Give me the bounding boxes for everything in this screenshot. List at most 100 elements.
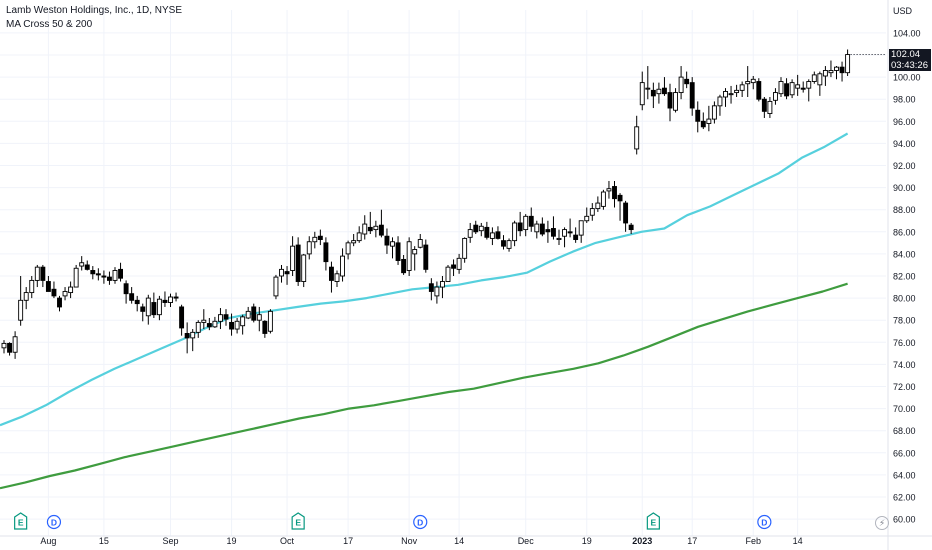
- candle: [345, 240, 351, 260]
- candle-body: [595, 202, 601, 210]
- candle: [256, 306, 262, 332]
- candle-body: [773, 92, 778, 101]
- dividend-icon: [413, 514, 428, 530]
- candle-body: [334, 273, 340, 282]
- candle-body: [212, 320, 218, 328]
- earnings-marker[interactable]: E: [14, 512, 28, 530]
- candle: [534, 220, 540, 239]
- candle: [240, 314, 246, 335]
- candle-body: [695, 109, 701, 122]
- candle-body: [745, 81, 751, 85]
- candle-body: [612, 186, 617, 200]
- candle-body: [689, 82, 695, 109]
- candle-body: [589, 208, 595, 216]
- candle: [162, 291, 168, 307]
- earnings-marker[interactable]: E: [646, 512, 660, 530]
- price-axis[interactable]: 60.00 62.00 64.00 66.00 68.00 70.00 72.00 74.00…: [887, 0, 921, 550]
- candle: [190, 329, 196, 352]
- candle-body: [151, 302, 157, 316]
- candle: [645, 66, 651, 100]
- candle: [118, 262, 124, 282]
- candle-body: [351, 240, 357, 244]
- candle: [212, 316, 218, 328]
- price-tick-label: 74.00: [893, 360, 916, 370]
- candle-body: [440, 281, 445, 288]
- candle-body: [600, 191, 606, 207]
- lightning-icon[interactable]: ⚡: [875, 516, 889, 530]
- candle: [317, 229, 323, 246]
- candle: [656, 82, 662, 104]
- candle: [401, 255, 407, 275]
- candle-body: [817, 73, 823, 86]
- candle: [517, 211, 523, 237]
- candle-body: [628, 224, 634, 231]
- candle-body: [18, 299, 24, 321]
- candle-body: [406, 241, 412, 271]
- candle: [806, 79, 812, 102]
- candle-body: [312, 236, 318, 243]
- dividend-marker[interactable]: D: [413, 514, 428, 530]
- candle: [90, 266, 96, 280]
- dividend-marker[interactable]: D: [46, 514, 62, 530]
- candle-body: [367, 226, 373, 232]
- candle: [539, 217, 545, 237]
- candle: [484, 221, 490, 240]
- candle: [545, 220, 551, 243]
- candle-body: [206, 323, 212, 328]
- dividend-marker[interactable]: D: [757, 514, 772, 530]
- candle-body: [806, 81, 812, 89]
- earnings-icon: [14, 512, 28, 530]
- earnings-marker[interactable]: E: [291, 512, 305, 530]
- candle: [262, 320, 268, 338]
- candle: [745, 66, 751, 97]
- candle: [462, 237, 468, 263]
- candle-body: [528, 215, 534, 227]
- candle: [7, 342, 13, 356]
- candle: [473, 220, 479, 235]
- time-tick-label: Aug: [40, 536, 56, 546]
- candle: [695, 101, 701, 133]
- candle-body: [68, 286, 74, 294]
- candle: [628, 222, 634, 235]
- candle: [451, 259, 456, 276]
- candle-body: [739, 84, 745, 91]
- candle-body: [539, 223, 545, 235]
- candle-body: [34, 266, 40, 281]
- time-axis[interactable]: Aug 15 Sep 19 Oct 17 Nov 14 Dec 19 2023 17 Feb 14: [0, 535, 932, 546]
- candle-body: [811, 74, 817, 82]
- candle: [51, 281, 57, 299]
- candle: [1, 340, 7, 354]
- candle: [229, 313, 235, 336]
- candle-body: [711, 105, 717, 120]
- candle: [295, 237, 301, 286]
- candle: [495, 226, 501, 240]
- candle: [734, 84, 740, 97]
- candle-body: [140, 306, 146, 312]
- candle: [773, 88, 778, 105]
- candle: [811, 71, 817, 84]
- indicator-label[interactable]: MA Cross 50 & 200: [6, 19, 93, 30]
- candle: [506, 238, 512, 252]
- candle-body: [168, 296, 173, 303]
- time-tick-label: Sep: [162, 536, 178, 546]
- candle-body: [1, 342, 7, 349]
- candle-body: [478, 225, 484, 232]
- candle: [512, 220, 518, 247]
- candle-body: [795, 84, 801, 89]
- candle-body: [567, 231, 573, 234]
- candle-body: [451, 264, 456, 269]
- candle: [79, 256, 85, 271]
- candle: [356, 226, 362, 243]
- candle-body: [717, 96, 723, 107]
- candle: [29, 276, 35, 299]
- candle: [678, 66, 684, 100]
- candle: [750, 75, 756, 90]
- candle-body: [123, 283, 129, 295]
- dividend-icon: [757, 514, 772, 530]
- candle-body: [728, 93, 734, 96]
- candle: [112, 267, 118, 284]
- price-tick-label: 70.00: [893, 404, 916, 414]
- candle-body: [467, 229, 473, 238]
